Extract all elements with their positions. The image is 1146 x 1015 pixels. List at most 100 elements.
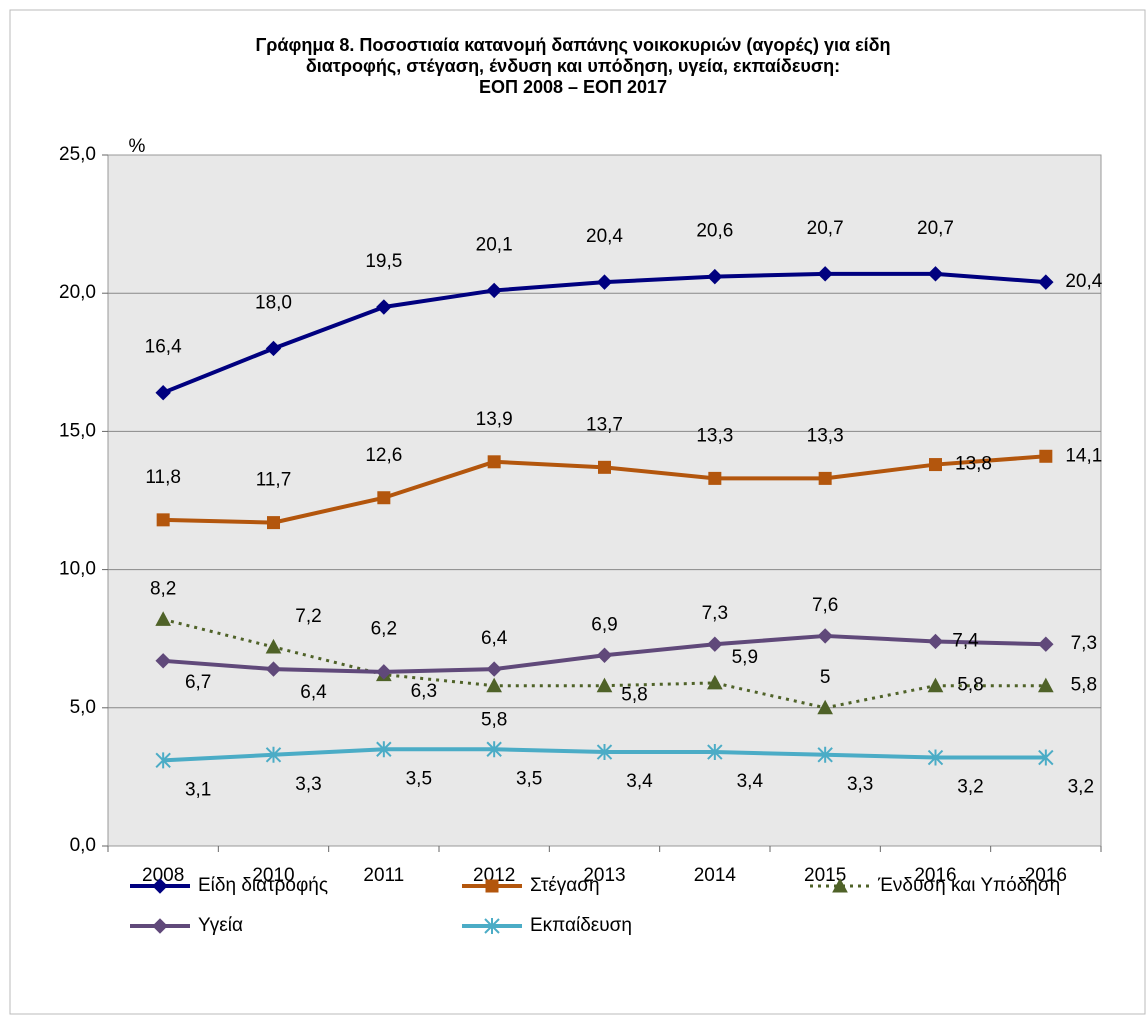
marker xyxy=(1037,677,1054,693)
data-label: 19,5 xyxy=(365,251,402,272)
marker xyxy=(596,274,613,290)
x-tick-label: 2015 xyxy=(804,865,846,886)
data-label: 8,2 xyxy=(150,578,176,599)
marker xyxy=(1039,449,1053,463)
data-label: 7,6 xyxy=(812,595,838,616)
chart-title: ΕΟΠ 2008 – ΕΟΠ 2017 xyxy=(479,77,667,97)
marker xyxy=(267,516,280,530)
marker xyxy=(596,677,613,693)
data-label: 13,3 xyxy=(696,425,733,446)
legend-item: Υγεία xyxy=(130,915,243,936)
data-label: 3,2 xyxy=(957,777,983,798)
data-label: 5,8 xyxy=(957,675,983,696)
marker xyxy=(708,471,722,485)
data-label: 13,8 xyxy=(955,454,992,475)
marker xyxy=(596,647,613,663)
legend-label: Στέγαση xyxy=(530,875,600,896)
data-label: 6,4 xyxy=(481,628,508,649)
marker xyxy=(707,744,723,761)
data-label: 3,1 xyxy=(185,779,211,800)
x-tick-label: 2013 xyxy=(583,865,625,886)
marker xyxy=(155,653,171,669)
marker xyxy=(486,661,502,677)
data-label: 18,0 xyxy=(255,292,292,313)
marker xyxy=(155,752,171,769)
marker xyxy=(929,458,942,472)
marker xyxy=(1038,749,1054,766)
chart-title: Γράφημα 8. Ποσοστιαία κατανομή δαπάνης ν… xyxy=(255,35,890,55)
marker xyxy=(927,633,944,650)
marker xyxy=(832,877,848,893)
data-label: 3,2 xyxy=(1068,777,1094,798)
data-label: 6,2 xyxy=(371,619,397,640)
y-tick-label: 0,0 xyxy=(70,835,96,856)
data-label: 3,5 xyxy=(516,768,542,789)
data-label: 6,7 xyxy=(185,672,211,693)
marker xyxy=(486,282,502,299)
marker xyxy=(376,741,392,758)
data-label: 6,3 xyxy=(411,681,437,702)
data-label: 20,6 xyxy=(696,221,733,242)
marker xyxy=(376,664,392,680)
data-label: 16,4 xyxy=(145,337,182,358)
marker xyxy=(1038,636,1054,652)
data-label: 13,3 xyxy=(807,425,844,446)
marker xyxy=(818,471,832,485)
data-label: 6,9 xyxy=(591,614,617,635)
marker xyxy=(376,299,392,315)
data-label: 5 xyxy=(820,667,831,688)
data-label: 3,5 xyxy=(406,768,432,789)
data-label: 7,2 xyxy=(295,606,321,627)
marker xyxy=(598,460,611,474)
data-label: 5,8 xyxy=(621,685,647,706)
legend-item: Στέγαση xyxy=(462,875,600,896)
marker xyxy=(155,611,172,626)
y-axis-label: % xyxy=(129,136,146,157)
y-tick-label: 20,0 xyxy=(59,282,96,303)
marker xyxy=(265,746,282,763)
data-label: 6,4 xyxy=(300,682,327,703)
legend-label: Ένδυση και Υπόδηση xyxy=(877,875,1060,896)
data-label: 3,4 xyxy=(737,771,764,792)
marker xyxy=(265,661,282,677)
marker xyxy=(377,491,391,505)
x-tick-label: 2010 xyxy=(252,865,294,886)
data-label: 11,8 xyxy=(145,467,181,488)
marker xyxy=(487,455,501,469)
data-label: 13,7 xyxy=(586,414,623,435)
marker xyxy=(817,266,833,282)
x-tick-label: 2016 xyxy=(914,865,956,886)
data-label: 7,3 xyxy=(702,603,728,624)
x-tick-label: 2008 xyxy=(142,865,184,886)
marker xyxy=(265,340,282,357)
marker xyxy=(1038,274,1054,290)
y-tick-label: 25,0 xyxy=(59,144,96,165)
data-label: 20,7 xyxy=(807,218,844,239)
marker xyxy=(486,677,503,693)
data-label: 12,6 xyxy=(365,445,402,466)
data-label: 3,3 xyxy=(295,774,321,795)
y-tick-label: 5,0 xyxy=(70,697,96,718)
y-tick-label: 15,0 xyxy=(59,420,96,441)
data-label: 20,7 xyxy=(917,218,954,239)
marker xyxy=(817,746,833,763)
marker xyxy=(486,741,502,758)
marker xyxy=(927,266,944,282)
marker xyxy=(152,878,168,894)
data-label: 14,1 xyxy=(1065,445,1102,466)
x-tick-label: 2016 xyxy=(1025,865,1067,886)
legend-item: Ένδυση και Υπόδηση xyxy=(810,875,1060,896)
data-label: 5,8 xyxy=(1071,675,1097,696)
data-label: 3,4 xyxy=(626,771,653,792)
x-tick-label: 2012 xyxy=(473,865,515,886)
data-label: 20,1 xyxy=(476,234,513,255)
data-label: 20,4 xyxy=(586,226,623,247)
data-label: 13,9 xyxy=(476,409,513,430)
marker xyxy=(596,744,613,761)
marker xyxy=(817,699,834,715)
marker xyxy=(152,918,168,934)
data-label: 11,7 xyxy=(256,470,292,491)
chart-title: διατροφής, στέγαση, ένδυση και υπόδηση, … xyxy=(306,56,840,76)
marker xyxy=(265,638,282,654)
